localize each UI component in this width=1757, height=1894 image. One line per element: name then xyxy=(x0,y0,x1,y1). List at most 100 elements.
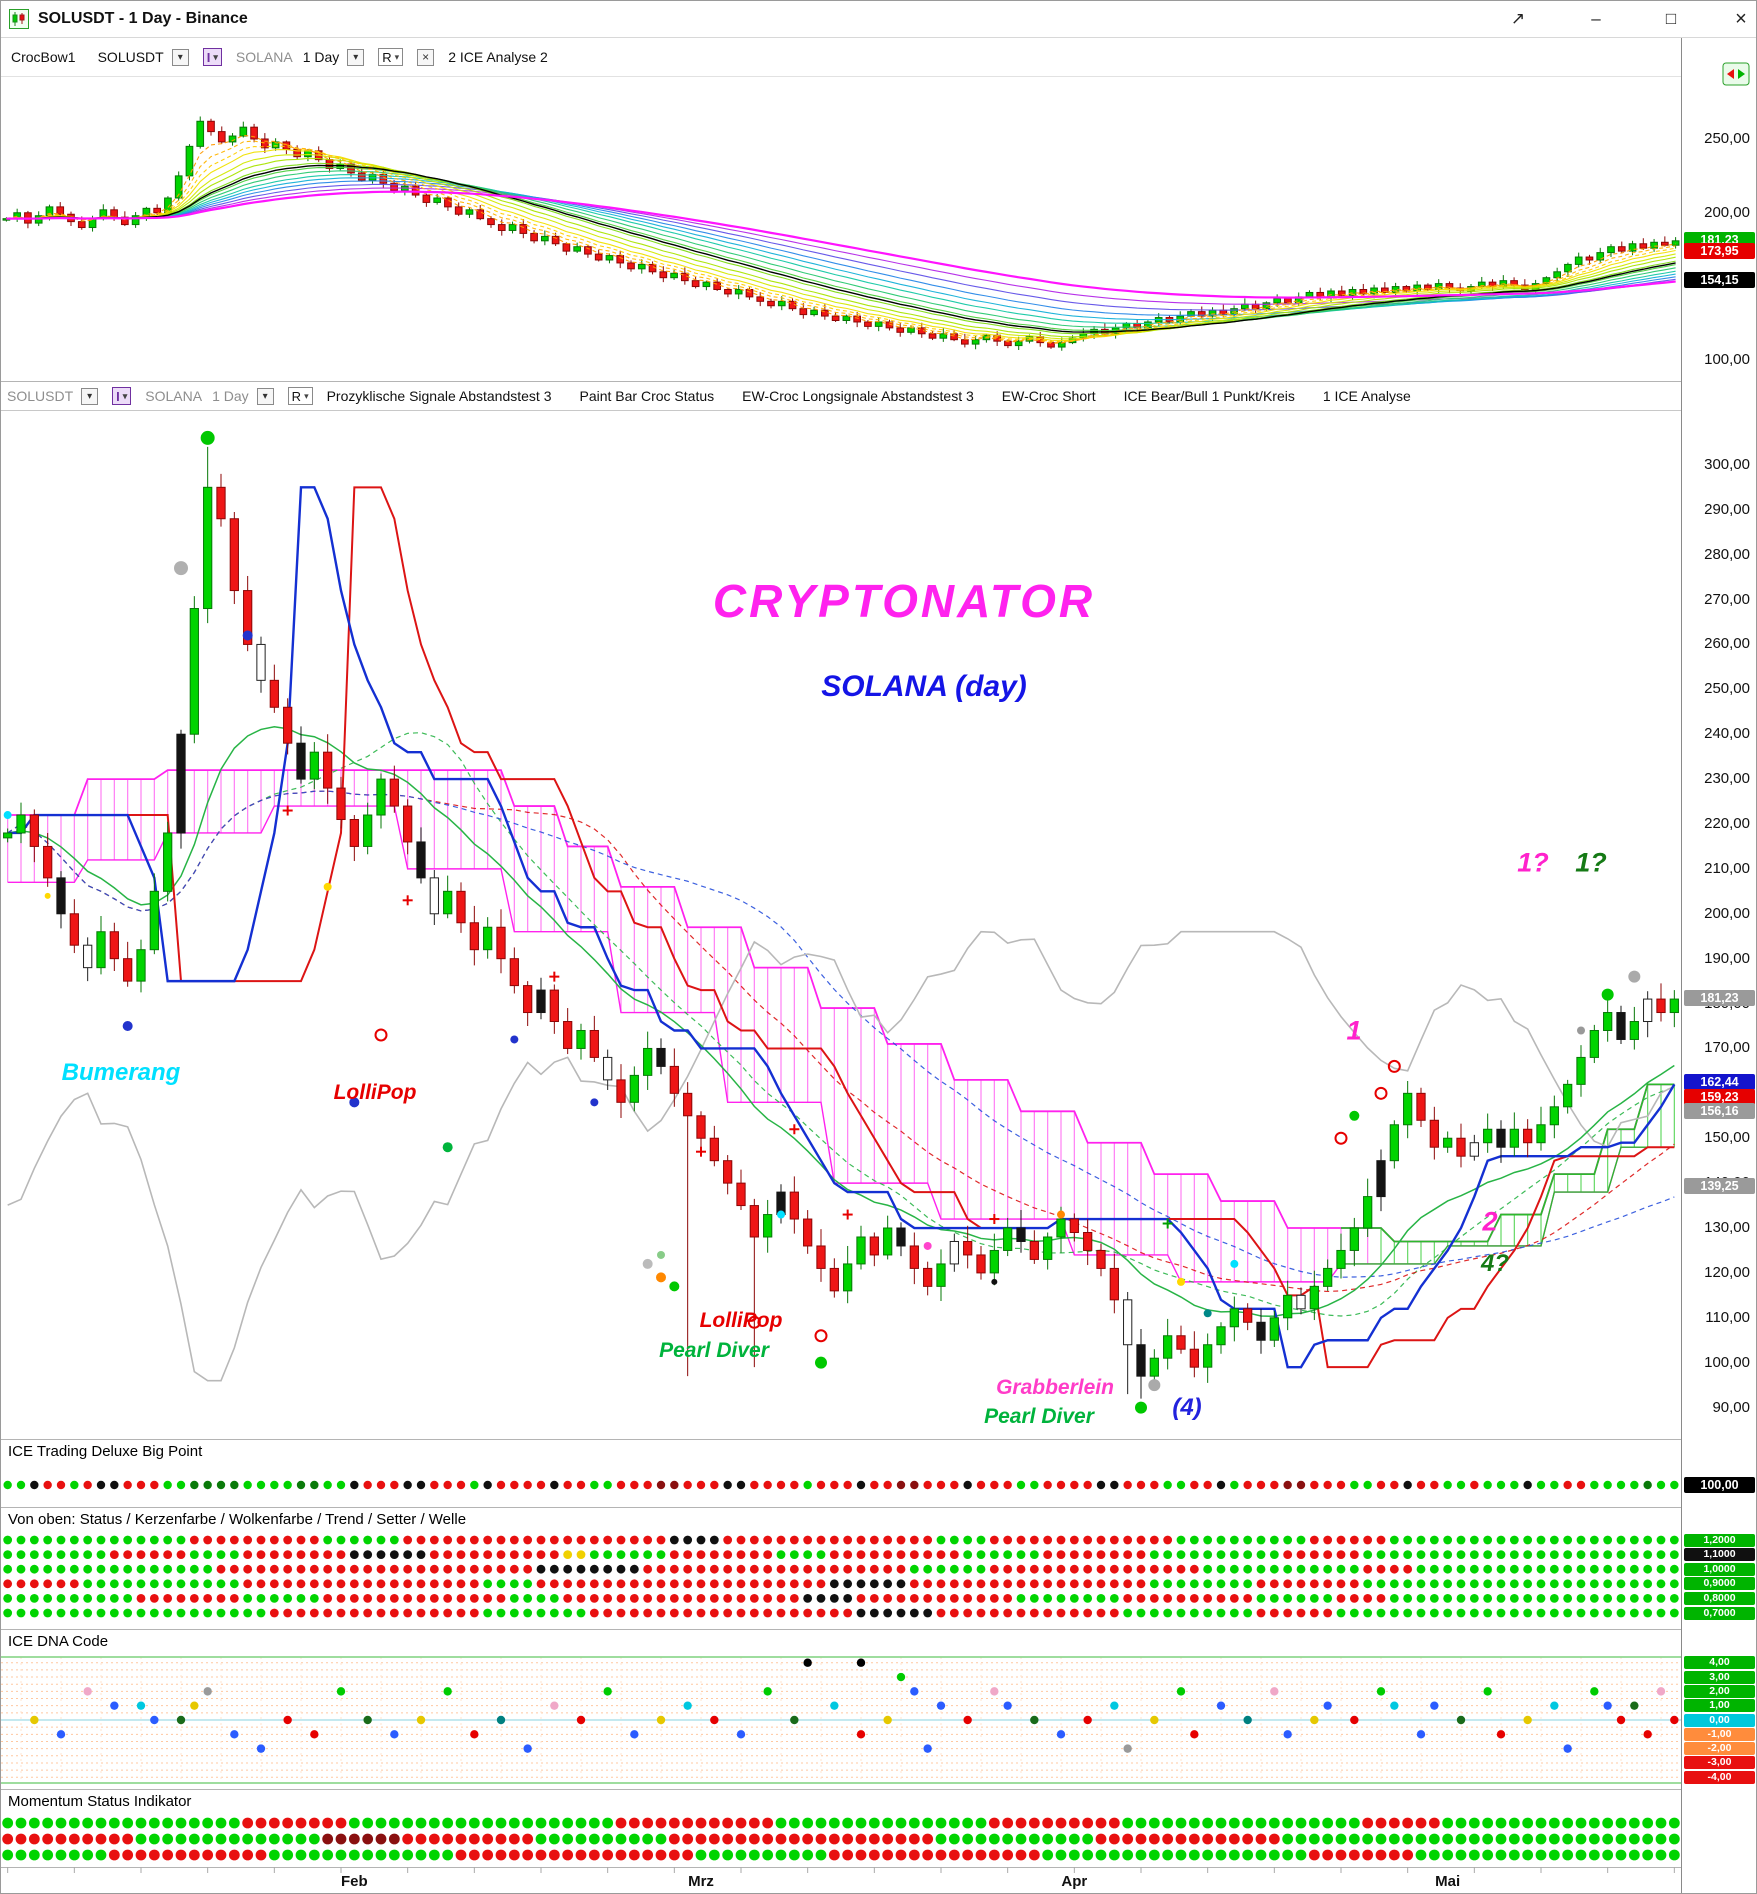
price-tag: 154,15 xyxy=(1684,272,1755,289)
range-badge-label: R xyxy=(382,49,392,65)
range-badge[interactable]: R ▾ xyxy=(287,387,313,405)
x-axis-month-label: Apr xyxy=(1061,1873,1088,1890)
candlestick-app-icon-graphic xyxy=(9,9,29,29)
indicator-badge[interactable]: I ▾ xyxy=(112,387,132,405)
range-badge-label: R xyxy=(291,388,302,404)
menu-item-ew-croc-short[interactable]: EW-Croc Short xyxy=(1001,388,1096,404)
minimize-icon[interactable]: – xyxy=(1591,9,1601,28)
x-axis-ticks[interactable] xyxy=(1,1867,1681,1875)
axis-tick-label: 110,00 xyxy=(1705,1308,1750,1326)
axis-tick-label: 120,00 xyxy=(1704,1263,1750,1281)
price-tag: 0,00 xyxy=(1684,1713,1755,1727)
momentum-panel-title: Momentum Status Indikator xyxy=(8,1793,192,1810)
axis-tick-label: 200,00 xyxy=(1704,203,1750,221)
price-tag: -3,00 xyxy=(1684,1756,1755,1770)
von-oben-dots[interactable] xyxy=(1,1507,1681,1629)
price-tag: 1,2000 xyxy=(1684,1533,1755,1547)
menu-item-paint-bar-croc-status[interactable]: Paint Bar Croc Status xyxy=(579,388,715,404)
big-point-panel-title: ICE Trading Deluxe Big Point xyxy=(8,1443,203,1460)
price-tag: 0,7000 xyxy=(1684,1606,1755,1620)
range-dropdown-icon: ▾ xyxy=(304,390,309,401)
period-label[interactable]: 1 Day xyxy=(302,49,340,65)
indicator-badge[interactable]: I ▾ xyxy=(202,48,222,66)
symbol-label[interactable]: SOLUSDT xyxy=(7,388,74,404)
period-label[interactable]: 1 Day xyxy=(212,388,249,404)
panel-divider xyxy=(1,1629,1681,1630)
range-dropdown-icon: ▾ xyxy=(394,51,400,62)
axis-tick-label: 250,00 xyxy=(1704,129,1750,147)
axis-tick-label: 90,00 xyxy=(1712,1398,1750,1416)
range-badge[interactable]: R ▾ xyxy=(378,48,404,66)
window-title: SOLUSDT - 1 Day - Binance xyxy=(38,10,248,27)
price-tag: 156,16 xyxy=(1684,1102,1755,1119)
axis-tick-label: 210,00 xyxy=(1704,859,1750,877)
menu-item-prozyklische-signale[interactable]: Prozyklische Signale Abstandstest 3 xyxy=(326,388,552,404)
axis-tick-label: 100,00 xyxy=(1704,1353,1750,1371)
price-axis[interactable]: 250,00 200,00 100,00 181,23 173,95 154,15 300,… xyxy=(1681,38,1756,1893)
price-tag: 100,00 xyxy=(1684,1477,1755,1493)
axis-tick-label: 240,00 xyxy=(1704,725,1750,743)
symbol-label[interactable]: SOLUSDT xyxy=(97,49,164,65)
price-tag: 162,44 xyxy=(1684,1074,1755,1091)
price-tag: 173,95 xyxy=(1684,243,1755,260)
scale-settings-icon[interactable] xyxy=(1722,62,1750,86)
big-point-dots[interactable] xyxy=(1,1439,1681,1507)
analysis-label[interactable]: 2 ICE Analyse 2 xyxy=(448,49,548,65)
price-tag: 159,23 xyxy=(1684,1088,1755,1105)
price-tag: 1,00 xyxy=(1684,1699,1755,1713)
main-chart[interactable] xyxy=(1,411,1681,1439)
axis-tick-label: 200,00 xyxy=(1704,904,1750,922)
instrument-label: SOLANA xyxy=(235,49,293,65)
price-tag: 4,00 xyxy=(1684,1656,1755,1670)
price-tag: -1,00 xyxy=(1684,1727,1755,1741)
x-axis-month-label: Mrz xyxy=(688,1873,714,1890)
chart-toolbar-main: SOLUSDT ▾ I ▾ SOLANA 1 Day ▾ R ▾ Prozyklis… xyxy=(1,381,1681,411)
period-dropdown-icon[interactable]: ▾ xyxy=(347,48,365,66)
maximize-icon[interactable]: □ xyxy=(1665,9,1677,28)
menu-item-ew-croc-longsignale[interactable]: EW-Croc Longsignale Abstandstest 3 xyxy=(742,388,974,404)
dna-scatter[interactable] xyxy=(1,1629,1681,1789)
axis-tick-label: 280,00 xyxy=(1704,545,1750,563)
axis-tick-label: 260,00 xyxy=(1704,635,1750,653)
menu-item-1-ice-analyse[interactable]: 1 ICE Analyse xyxy=(1322,388,1411,404)
axis-tick-label: 130,00 xyxy=(1704,1219,1750,1236)
von-oben-panel-title: Von oben: Status / Kerzenfarbe / Wolkenf… xyxy=(8,1511,467,1528)
dna-panel-title: ICE DNA Code xyxy=(8,1633,109,1650)
panel-divider xyxy=(1,381,1681,382)
axis-tick-label: 190,00 xyxy=(1704,949,1750,967)
period-dropdown-icon[interactable]: ▾ xyxy=(256,387,274,405)
popout-icon[interactable]: ↗ xyxy=(1510,9,1526,28)
panel-divider xyxy=(1,1439,1681,1440)
indicator-dropdown-icon: ▾ xyxy=(122,390,128,401)
symbol-dropdown-icon[interactable]: ▾ xyxy=(81,387,99,405)
symbol-dropdown-icon[interactable]: ▾ xyxy=(171,48,189,66)
indicator-badge-label: I xyxy=(206,49,211,65)
app-icon[interactable] xyxy=(9,9,29,29)
overview-chart[interactable] xyxy=(1,77,1681,381)
axis-tick-label: 170,00 xyxy=(1704,1039,1750,1057)
axis-tick-label: 150,00 xyxy=(1704,1129,1750,1147)
x-axis-month-label: Mai xyxy=(1435,1873,1461,1890)
close-chart-checkbox[interactable]: × xyxy=(417,48,435,66)
title-bar: SOLUSDT - 1 Day - Binance ↗ – □ × xyxy=(1,1,1756,38)
momentum-dots[interactable] xyxy=(1,1789,1681,1867)
indicator-dropdown-icon: ▾ xyxy=(213,51,218,62)
price-tag: 0,9000 xyxy=(1684,1577,1755,1591)
panel-divider xyxy=(1,1507,1681,1508)
price-tag: 1,1000 xyxy=(1684,1548,1755,1562)
indicator-badge-label: I xyxy=(116,388,120,404)
preset-name[interactable]: CrocBow1 xyxy=(11,49,76,65)
panel-divider xyxy=(1,1789,1681,1790)
price-tag: 3,00 xyxy=(1684,1670,1755,1684)
axis-tick-label: 290,00 xyxy=(1704,500,1750,518)
x-axis-month-label: Feb xyxy=(340,1873,368,1890)
axis-tick-label: 100,00 xyxy=(1704,351,1750,369)
price-tag: 0,8000 xyxy=(1684,1591,1755,1605)
chart-toolbar-top: CrocBow1 SOLUSDT ▾ I ▾ SOLANA 1 Day ▾ R ▾ … xyxy=(1,38,1681,77)
axis-tick-label: 270,00 xyxy=(1704,590,1750,608)
close-icon[interactable]: × xyxy=(1735,8,1747,30)
axis-tick-label: 300,00 xyxy=(1704,455,1750,473)
axis-tick-label: 230,00 xyxy=(1704,770,1750,788)
menu-item-ice-bear-bull[interactable]: ICE Bear/Bull 1 Punkt/Kreis xyxy=(1123,388,1295,404)
